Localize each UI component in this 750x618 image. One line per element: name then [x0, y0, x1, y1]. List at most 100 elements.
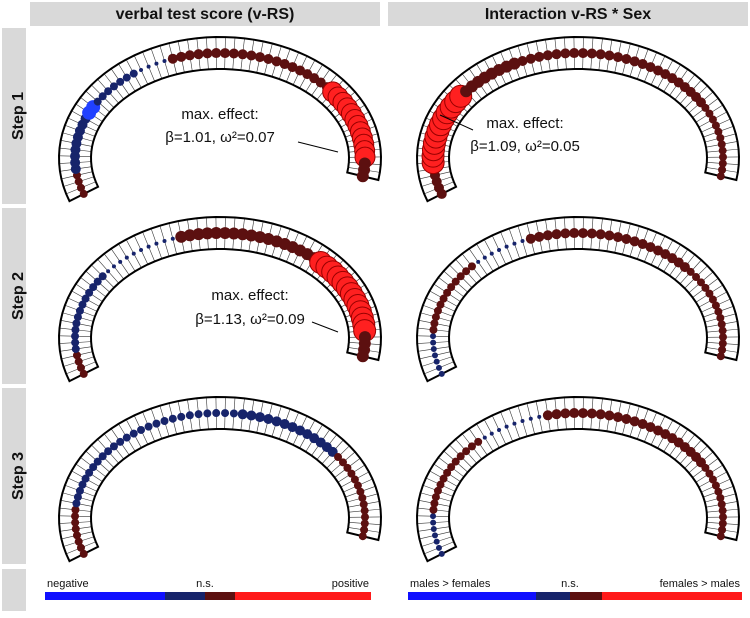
annotation-title: max. effect:: [486, 115, 563, 132]
effect-dot: [543, 50, 553, 60]
effect-dot: [118, 260, 122, 264]
effect-dot: [203, 409, 211, 417]
effect-dot: [431, 346, 437, 352]
legend-bar: [570, 592, 602, 600]
effect-dot: [717, 352, 725, 360]
effect-dot: [560, 408, 570, 418]
legend-bar: [602, 592, 742, 600]
effect-dot: [163, 59, 167, 63]
effect-dot: [552, 409, 562, 419]
effect-dot: [543, 230, 553, 240]
effect-dot: [220, 48, 230, 58]
effect-dot: [432, 532, 438, 538]
effect-dot: [238, 49, 248, 59]
effect-dot: [432, 352, 438, 358]
effect-dot: [474, 438, 482, 446]
effect-dot: [436, 365, 442, 371]
effect-dot: [587, 48, 597, 58]
effect-dot: [526, 234, 536, 244]
effect-dot: [139, 248, 143, 252]
effect-dot: [439, 551, 445, 557]
effect-dot: [229, 48, 239, 58]
effect-dot: [195, 410, 203, 418]
effect-dot: [255, 52, 265, 62]
effect-dot: [569, 48, 579, 58]
annotation-title: max. effect:: [211, 287, 288, 304]
effect-dot: [185, 50, 195, 60]
effect-dot: [238, 409, 248, 419]
effect-dot: [534, 232, 544, 242]
effect-dot: [357, 170, 369, 182]
effect-dot: [560, 48, 570, 58]
effect-dot: [434, 359, 440, 365]
legend-label: females > males: [660, 578, 741, 590]
effect-dot: [430, 513, 436, 519]
annotation-stats: β=1.01, ω²=0.07: [165, 129, 275, 146]
effect-dot: [604, 410, 614, 420]
effect-dot: [171, 237, 175, 241]
effect-dot: [483, 436, 487, 440]
effect-dot: [176, 52, 186, 62]
annotation-stats: β=1.13, ω²=0.09: [195, 311, 305, 328]
effect-dot: [560, 228, 570, 238]
effect-dot: [154, 242, 158, 246]
effect-dot: [717, 532, 725, 540]
panels: [59, 37, 739, 561]
effect-dot: [230, 409, 238, 417]
effect-dot: [139, 68, 143, 72]
annotation-stats: β=1.09, ω²=0.05: [470, 138, 580, 155]
legend-label: negative: [47, 578, 89, 590]
effect-dot: [186, 411, 194, 419]
callosum-outline: [417, 397, 739, 561]
effect-dot: [359, 532, 367, 540]
effect-dot: [357, 350, 369, 362]
legend-bar: [235, 592, 371, 600]
effect-dot: [578, 408, 588, 418]
leader-line: [312, 322, 338, 332]
column-header: Interaction v-RS * Sex: [485, 6, 651, 23]
leader-line: [298, 142, 338, 152]
callosum-outline: [417, 217, 739, 381]
effect-dot: [468, 262, 476, 270]
effect-dot: [246, 50, 256, 60]
effect-dot: [534, 52, 544, 62]
effect-dot: [130, 430, 138, 438]
effect-dot: [212, 409, 220, 417]
effect-dot: [112, 264, 116, 268]
effect-dot: [604, 230, 614, 240]
legend-bar: [408, 592, 536, 600]
effect-dot: [123, 74, 131, 82]
effect-dot: [521, 239, 525, 243]
effect-dot: [169, 415, 177, 423]
legend: negative n.s. positive males > females n…: [45, 578, 742, 600]
effect-dot: [505, 245, 509, 249]
effect-dot: [476, 260, 480, 264]
effect-dot: [512, 242, 516, 246]
effect-dot: [431, 526, 437, 532]
legend-label: n.s.: [196, 578, 214, 590]
legend-bar: [45, 592, 165, 600]
effect-dot: [526, 54, 536, 64]
effect-dot: [587, 408, 597, 418]
annotation-title: max. effect:: [181, 106, 258, 123]
effect-dot: [147, 245, 151, 249]
effect-dot: [211, 48, 221, 58]
effect-dot: [552, 229, 562, 239]
effect-dot: [578, 228, 588, 238]
effect-dot: [497, 428, 501, 432]
effect-dot: [145, 423, 153, 431]
effect-dot: [161, 417, 169, 425]
effect-dot: [137, 426, 145, 434]
effect-dot: [168, 54, 178, 64]
effect-dot: [537, 415, 541, 419]
legend-bar: [536, 592, 570, 600]
effect-dot: [587, 228, 597, 238]
effect-dot: [154, 62, 158, 66]
effect-dot: [130, 70, 138, 78]
step-label: Step 2: [10, 272, 27, 320]
callosum-outline: [417, 37, 739, 201]
effect-dot: [490, 252, 494, 256]
effect-dot: [569, 228, 579, 238]
